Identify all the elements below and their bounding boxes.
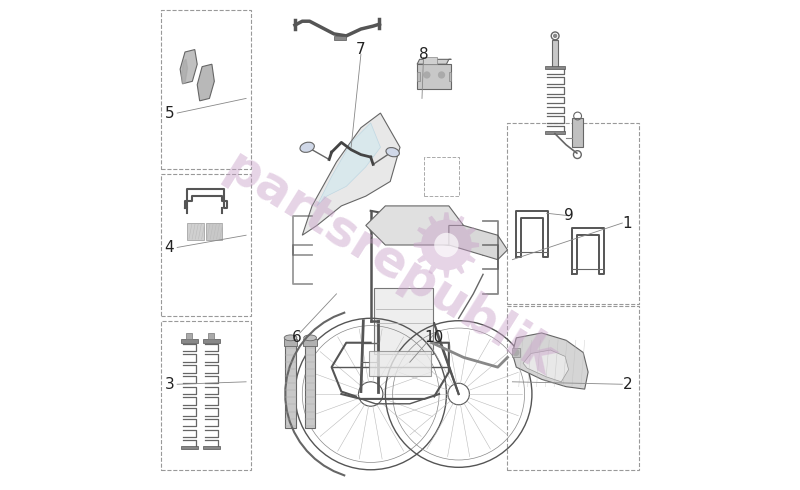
Polygon shape <box>366 206 463 245</box>
Circle shape <box>513 349 518 355</box>
Polygon shape <box>186 333 192 339</box>
Polygon shape <box>417 72 419 81</box>
Text: 10: 10 <box>425 330 444 345</box>
Polygon shape <box>417 64 451 89</box>
Ellipse shape <box>304 335 317 341</box>
Text: 4: 4 <box>165 240 174 255</box>
Polygon shape <box>466 255 476 263</box>
Polygon shape <box>198 64 214 101</box>
Polygon shape <box>317 123 381 206</box>
Bar <box>161 174 251 316</box>
Polygon shape <box>206 223 222 240</box>
Polygon shape <box>428 265 437 274</box>
Polygon shape <box>443 270 450 278</box>
Polygon shape <box>417 227 426 235</box>
Text: 8: 8 <box>418 47 428 62</box>
Polygon shape <box>553 40 558 67</box>
Circle shape <box>424 72 430 78</box>
Polygon shape <box>209 333 214 339</box>
Text: partsrepublik: partsrepublik <box>215 143 565 386</box>
Polygon shape <box>303 339 317 346</box>
Polygon shape <box>334 36 346 40</box>
Polygon shape <box>545 131 565 134</box>
Polygon shape <box>285 345 296 428</box>
Circle shape <box>554 34 557 37</box>
Polygon shape <box>181 446 198 449</box>
Ellipse shape <box>284 335 297 341</box>
Polygon shape <box>512 347 520 357</box>
Bar <box>161 321 251 470</box>
Polygon shape <box>180 49 198 84</box>
Bar <box>161 10 251 169</box>
Polygon shape <box>181 339 198 343</box>
Ellipse shape <box>300 142 314 152</box>
FancyBboxPatch shape <box>374 288 434 354</box>
Polygon shape <box>423 57 437 64</box>
Polygon shape <box>203 446 220 449</box>
FancyBboxPatch shape <box>370 351 430 376</box>
Text: 2: 2 <box>622 377 632 392</box>
Text: 5: 5 <box>165 105 174 121</box>
Bar <box>507 123 639 304</box>
Polygon shape <box>443 212 450 220</box>
Polygon shape <box>472 242 479 248</box>
Polygon shape <box>417 255 426 263</box>
Circle shape <box>434 233 458 257</box>
Circle shape <box>438 72 445 78</box>
Bar <box>507 306 639 470</box>
Text: 3: 3 <box>165 377 174 392</box>
Polygon shape <box>456 216 465 225</box>
Polygon shape <box>449 72 451 81</box>
Polygon shape <box>284 339 298 346</box>
Ellipse shape <box>386 147 399 157</box>
Polygon shape <box>302 113 400 235</box>
Circle shape <box>421 220 472 270</box>
Polygon shape <box>523 350 569 382</box>
Polygon shape <box>545 66 565 69</box>
Text: 1: 1 <box>622 216 632 230</box>
Polygon shape <box>456 265 465 274</box>
Text: 6: 6 <box>291 330 302 345</box>
Polygon shape <box>417 59 451 64</box>
Polygon shape <box>512 333 588 389</box>
Text: 9: 9 <box>564 208 574 223</box>
Polygon shape <box>202 339 220 343</box>
Polygon shape <box>572 118 583 147</box>
Text: 7: 7 <box>356 42 366 57</box>
Polygon shape <box>414 242 421 248</box>
Polygon shape <box>305 345 315 428</box>
Polygon shape <box>187 223 203 240</box>
Polygon shape <box>466 227 476 235</box>
Polygon shape <box>449 225 507 260</box>
Polygon shape <box>428 216 437 225</box>
Polygon shape <box>182 59 187 84</box>
